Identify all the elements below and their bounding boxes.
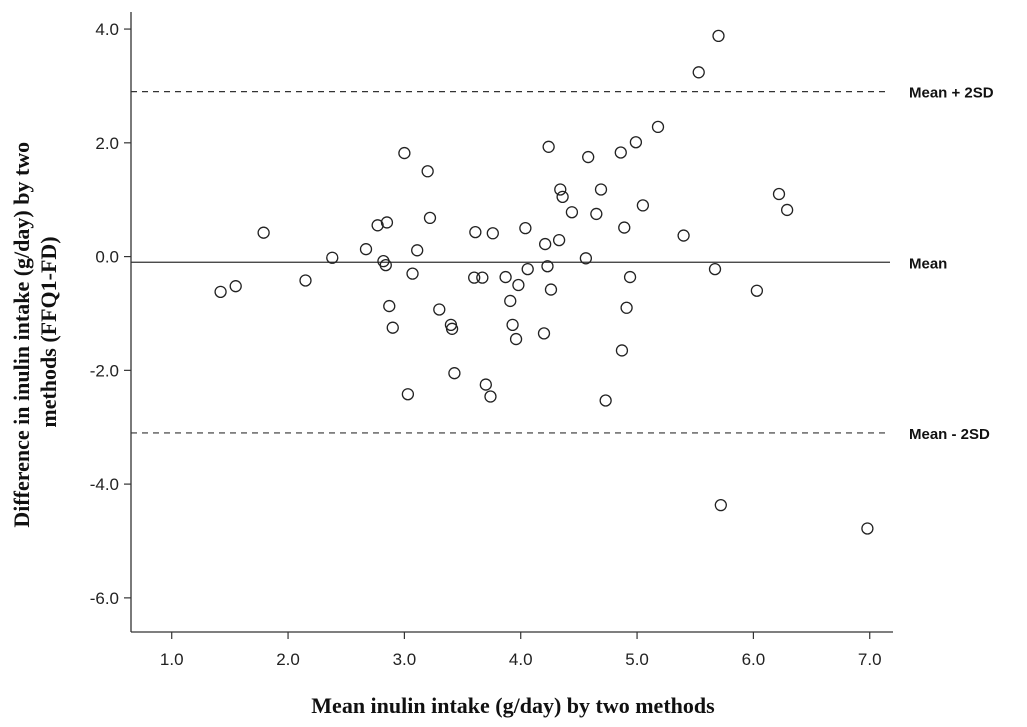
data-point <box>615 344 629 357</box>
x-tick-label: 3.0 <box>393 650 417 669</box>
x-tick-label: 6.0 <box>742 650 766 669</box>
data-point <box>468 271 481 284</box>
data-point <box>380 216 394 229</box>
data-point <box>469 225 482 239</box>
data-point <box>780 203 794 217</box>
x-axis-ticks: 1.0 2.0 3.0 4.0 5.0 6.0 7.0 <box>160 632 882 669</box>
data-point <box>484 390 497 403</box>
y-tick-label: -2.0 <box>90 361 119 380</box>
data-point <box>379 258 392 272</box>
data-point <box>512 278 525 292</box>
y-axis-ticks: 4.0 2.0 0.0 -2.0 -4.0 -6.0 <box>90 20 131 608</box>
data-point <box>692 66 705 79</box>
x-tick-label: 7.0 <box>858 650 882 669</box>
x-tick-label: 4.0 <box>509 650 533 669</box>
reference-line-label: Mean <box>909 255 947 272</box>
data-points <box>214 29 874 535</box>
reference-line-label: Mean - 2SD <box>909 426 990 443</box>
data-point <box>386 321 399 334</box>
data-point <box>544 283 558 296</box>
data-point <box>614 146 627 159</box>
data-point <box>552 233 566 247</box>
reference-lines: Mean + 2SD Mean Mean - 2SD <box>131 85 994 443</box>
data-point <box>599 394 612 407</box>
data-point <box>499 270 512 284</box>
data-point <box>565 206 579 219</box>
data-point <box>476 271 489 284</box>
data-point <box>506 318 519 331</box>
data-point <box>594 183 608 196</box>
data-point <box>537 327 551 340</box>
data-point <box>509 332 523 346</box>
data-point <box>421 165 434 178</box>
data-point <box>772 187 786 201</box>
data-point <box>479 378 492 391</box>
data-point <box>556 190 569 204</box>
data-point <box>620 301 633 314</box>
data-point <box>539 237 552 251</box>
y-axis-label: Difference in inulin intake (g/day) by t… <box>9 136 61 527</box>
axes <box>130 12 893 633</box>
data-point <box>582 150 595 164</box>
data-point <box>542 140 555 153</box>
data-point <box>359 243 373 256</box>
data-point <box>433 303 446 316</box>
y-tick-label: -6.0 <box>90 589 119 608</box>
data-point <box>214 285 227 299</box>
data-point <box>618 221 631 234</box>
data-point <box>445 322 459 335</box>
data-point <box>579 252 593 265</box>
x-tick-label: 2.0 <box>276 650 300 669</box>
y-tick-label: -4.0 <box>90 475 119 494</box>
y-tick-label: 4.0 <box>95 20 119 39</box>
data-point <box>651 120 665 134</box>
data-point <box>521 262 534 276</box>
data-point <box>299 274 312 287</box>
x-tick-label: 1.0 <box>160 650 184 669</box>
data-point <box>708 262 722 276</box>
data-point <box>411 244 424 257</box>
data-point <box>519 221 532 235</box>
data-point <box>554 183 567 196</box>
data-point <box>383 299 396 313</box>
y-tick-label: 2.0 <box>95 134 119 153</box>
data-point <box>861 522 874 535</box>
data-point <box>423 211 437 225</box>
data-point <box>406 267 419 280</box>
reference-line-label: Mean + 2SD <box>909 85 994 102</box>
x-tick-label: 5.0 <box>625 650 649 669</box>
y-axis-label-line-2: methods (FFQ1-FD) <box>36 236 61 427</box>
x-axis-label: Mean inulin intake (g/day) by two method… <box>311 693 715 718</box>
data-point <box>712 29 725 43</box>
data-point <box>371 219 384 232</box>
data-point <box>750 284 764 297</box>
data-point <box>677 229 690 242</box>
data-point <box>377 254 390 268</box>
data-point <box>326 251 339 264</box>
data-point <box>448 367 461 380</box>
data-point <box>636 199 650 212</box>
data-point <box>398 146 411 160</box>
data-point <box>486 227 499 240</box>
data-point <box>541 260 554 273</box>
data-point <box>590 207 603 221</box>
data-point <box>623 270 637 284</box>
y-axis-label-line-1: Difference in inulin intake (g/day) by t… <box>9 142 34 528</box>
data-point <box>504 294 517 308</box>
data-point <box>629 136 643 149</box>
data-point <box>714 499 727 512</box>
data-point <box>229 280 242 293</box>
data-point <box>401 388 415 401</box>
data-point <box>257 226 270 239</box>
y-tick-label: 0.0 <box>95 248 119 267</box>
